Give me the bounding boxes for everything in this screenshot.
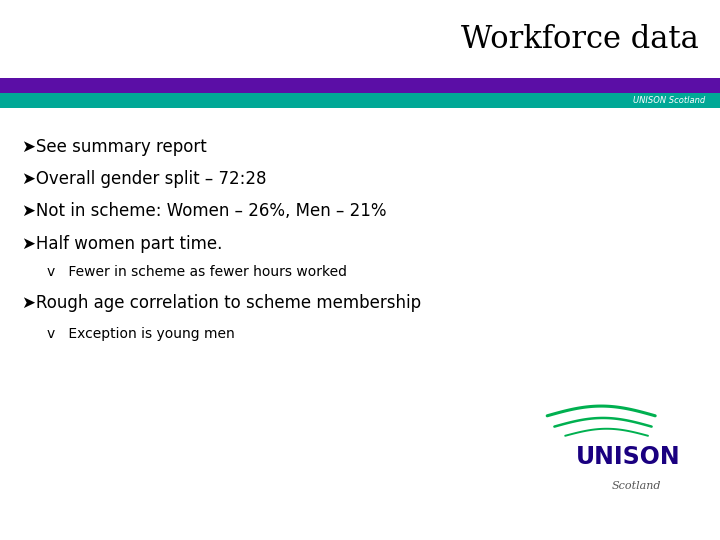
Text: UNISON Scotland: UNISON Scotland [634, 96, 706, 105]
Bar [0, 78, 720, 93]
Text: ➤See summary report: ➤See summary report [22, 138, 207, 156]
Text: v   Exception is young men: v Exception is young men [47, 327, 235, 341]
Text: v   Fewer in scheme as fewer hours worked: v Fewer in scheme as fewer hours worked [47, 265, 347, 279]
Text: ➤Half women part time.: ➤Half women part time. [22, 235, 222, 253]
Text: ➤Overall gender split – 72:28: ➤Overall gender split – 72:28 [22, 170, 266, 188]
Text: UNISON: UNISON [576, 446, 680, 469]
Text: Workforce data: Workforce data [461, 24, 698, 55]
Text: ➤Rough age correlation to scheme membership: ➤Rough age correlation to scheme members… [22, 294, 420, 312]
Bar [0, 93, 720, 108]
Text: Scotland: Scotland [612, 481, 662, 491]
Text: ➤Not in scheme: Women – 26%, Men – 21%: ➤Not in scheme: Women – 26%, Men – 21% [22, 202, 386, 220]
